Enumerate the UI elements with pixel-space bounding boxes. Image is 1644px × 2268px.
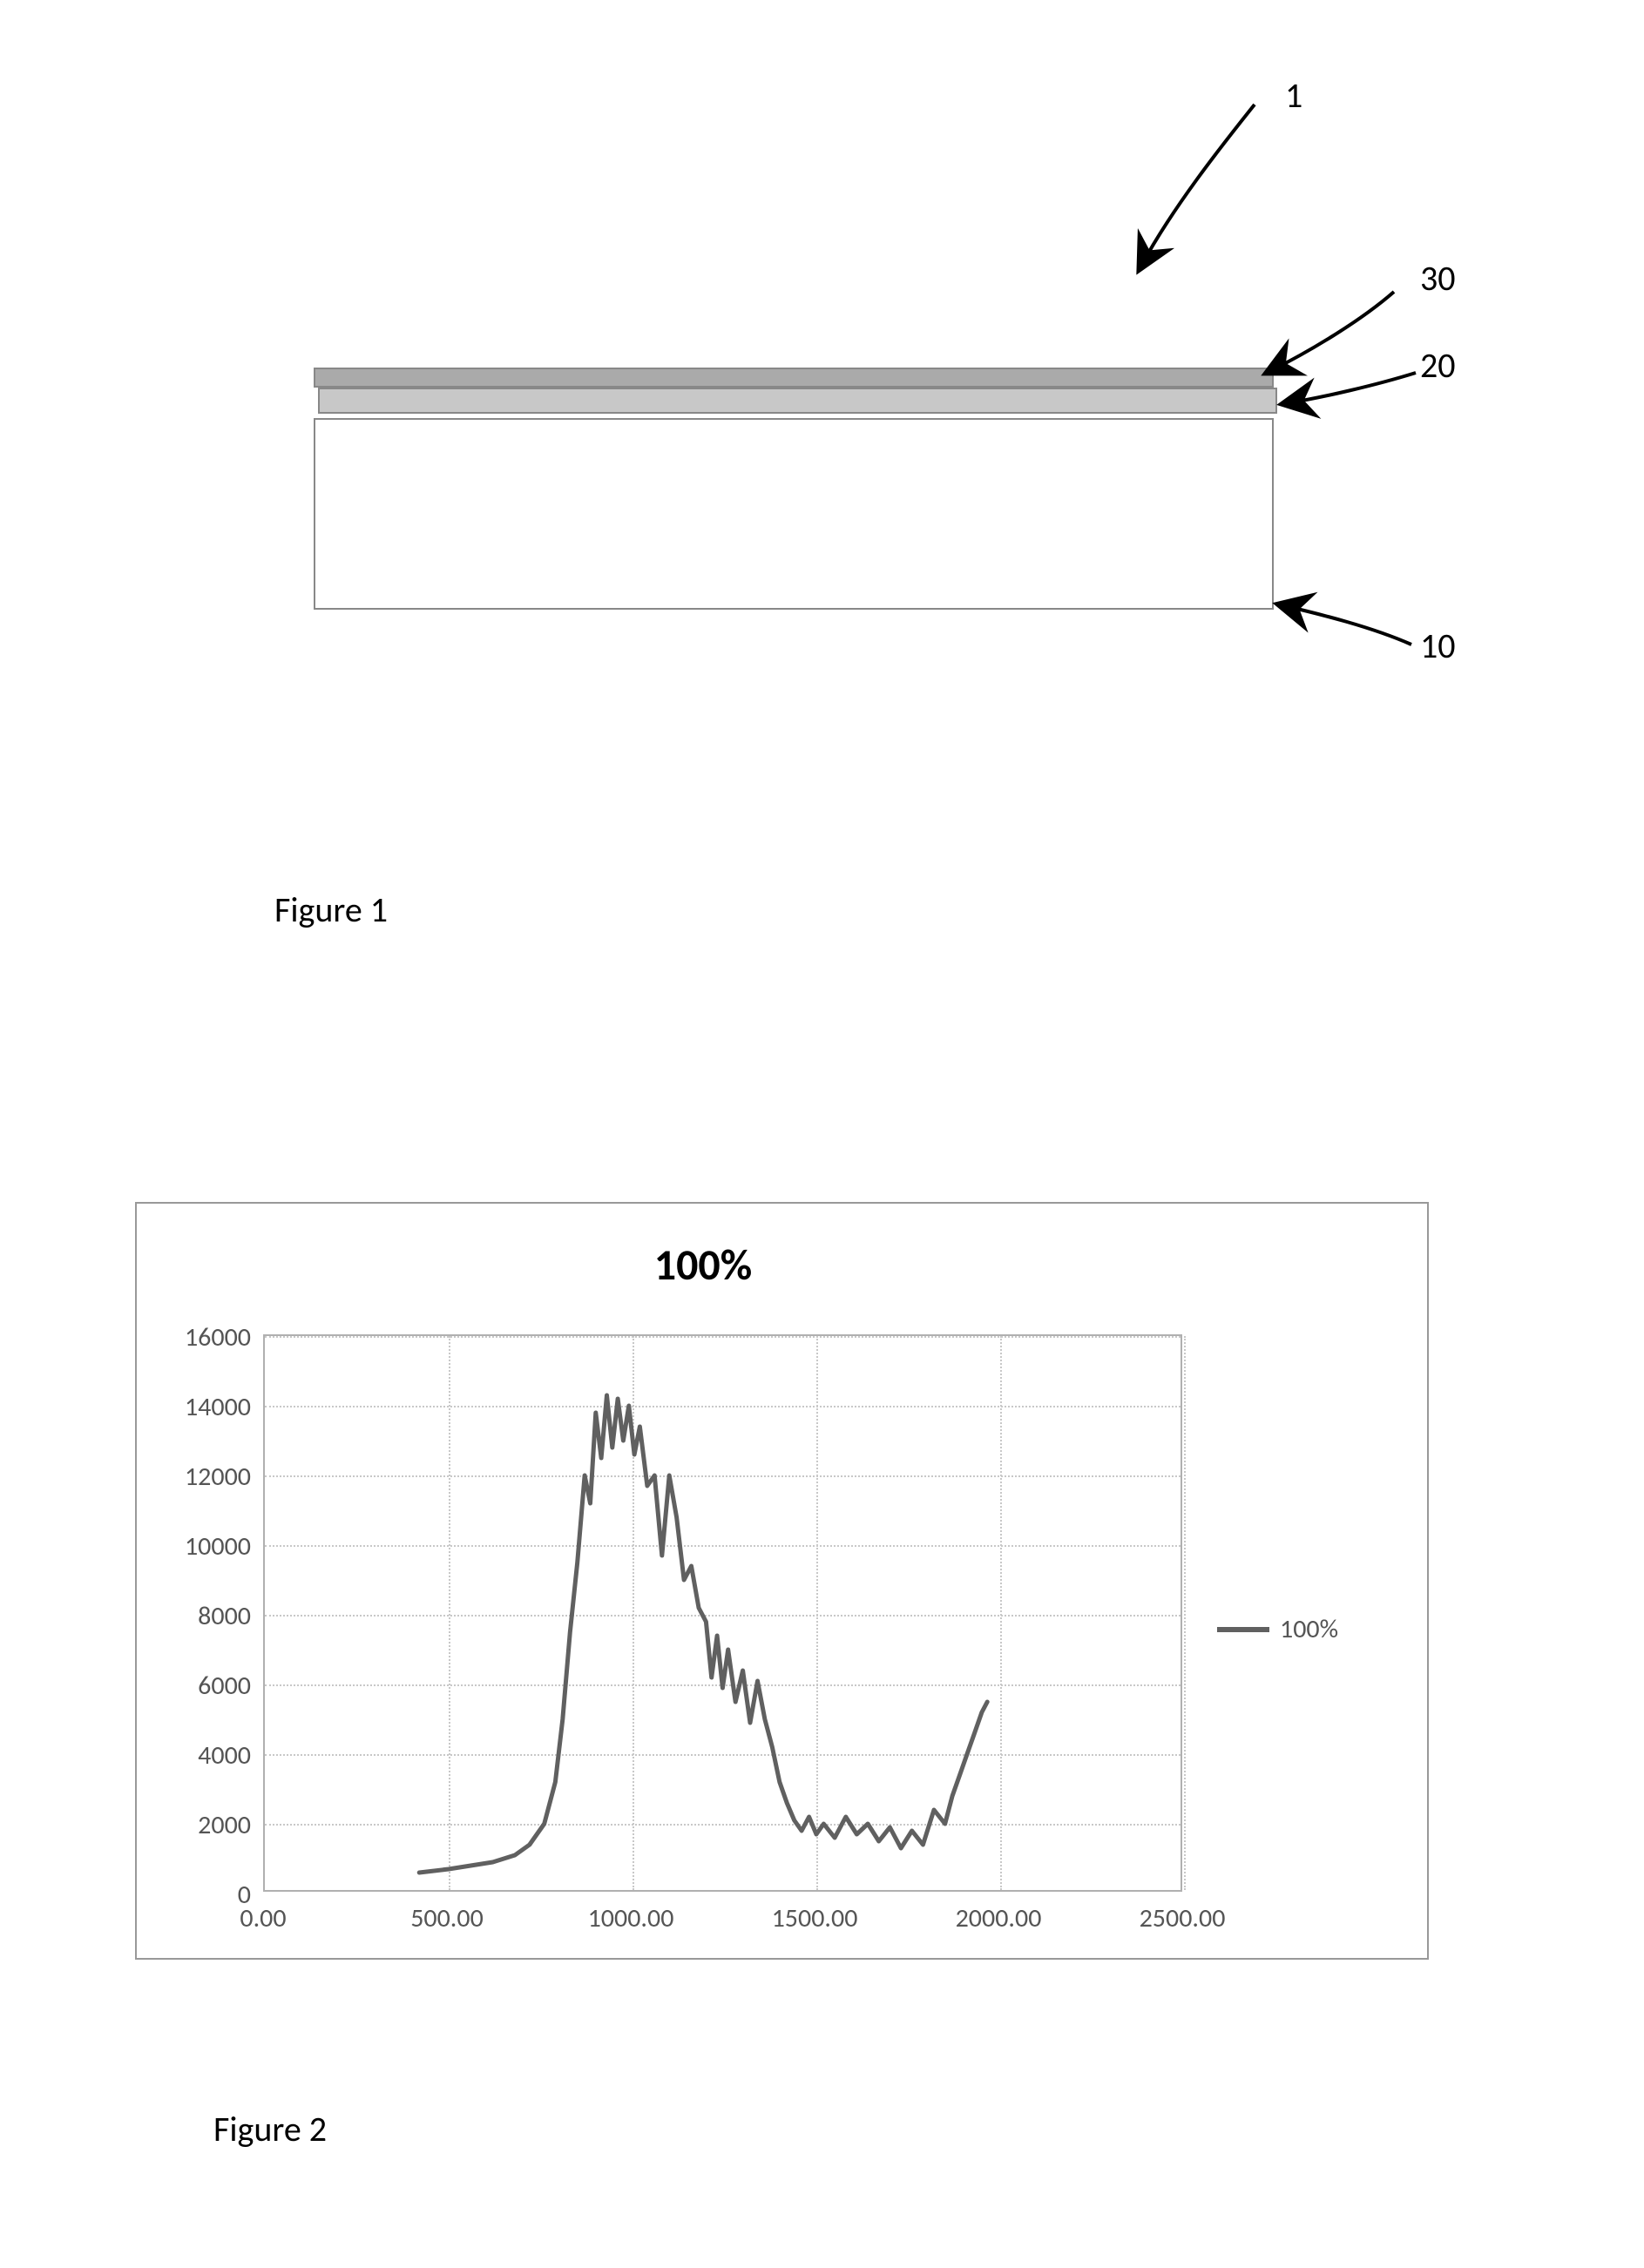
page: 1 30 20 10 Figure 1 100% 100% — [0, 0, 1644, 2268]
gridline-vertical — [1184, 1336, 1186, 1890]
label-mid-layer: 20 — [1420, 344, 1456, 387]
ytick-label: 6000 — [146, 1670, 251, 1702]
label-assembly: 1 — [1285, 74, 1302, 117]
chart-container: 100% 100% 020004000600080001000012000140… — [135, 1202, 1429, 1960]
label-substrate: 10 — [1420, 624, 1456, 667]
xtick-label: 2000.00 — [937, 1902, 1059, 1934]
label-top-layer: 30 — [1420, 257, 1456, 300]
figure-2-caption: Figure 2 — [213, 2108, 327, 2150]
callout-arrow-assembly — [1124, 96, 1298, 287]
mid-layer — [318, 388, 1277, 414]
substrate-layer — [314, 418, 1274, 610]
figure-1-caption: Figure 1 — [274, 888, 388, 931]
xtick-label: 0.00 — [202, 1902, 324, 1934]
ytick-label: 8000 — [146, 1600, 251, 1632]
series-line — [265, 1336, 1184, 1893]
legend: 100% — [1217, 1613, 1338, 1645]
legend-label: 100% — [1280, 1613, 1338, 1645]
top-layer — [314, 368, 1274, 388]
plot-area — [263, 1334, 1182, 1892]
figure-1: 1 30 20 10 — [227, 105, 1533, 714]
xtick-label: 1000.00 — [570, 1902, 692, 1934]
ytick-label: 16000 — [146, 1321, 251, 1353]
legend-swatch — [1217, 1627, 1269, 1632]
ytick-label: 12000 — [146, 1461, 251, 1493]
ytick-label: 4000 — [146, 1739, 251, 1772]
xtick-label: 500.00 — [386, 1902, 508, 1934]
xtick-label: 2500.00 — [1121, 1902, 1243, 1934]
ytick-label: 14000 — [146, 1391, 251, 1423]
ytick-label: 10000 — [146, 1530, 251, 1563]
chart-title: 100% — [137, 1239, 1269, 1292]
ytick-label: 2000 — [146, 1809, 251, 1841]
xtick-label: 1500.00 — [754, 1902, 876, 1934]
